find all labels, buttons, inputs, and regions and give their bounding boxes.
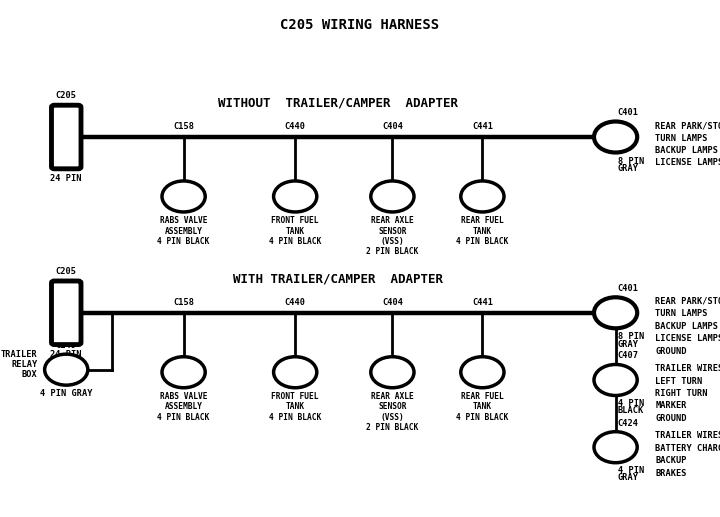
Text: BACKUP LAMPS: BACKUP LAMPS (655, 146, 719, 155)
Text: C440: C440 (284, 298, 306, 307)
Text: C424: C424 (618, 419, 639, 428)
Text: C158: C158 (173, 122, 194, 131)
FancyBboxPatch shape (52, 281, 81, 344)
Text: C441: C441 (472, 122, 493, 131)
Text: TURN LAMPS: TURN LAMPS (655, 133, 708, 143)
Text: GRAY: GRAY (618, 473, 639, 482)
Text: C149: C149 (55, 341, 77, 350)
Circle shape (371, 181, 414, 212)
Circle shape (594, 364, 637, 396)
Text: 8 PIN: 8 PIN (618, 332, 644, 341)
Text: GRAY: GRAY (618, 340, 639, 348)
Text: REAR AXLE
SENSOR
(VSS)
2 PIN BLACK: REAR AXLE SENSOR (VSS) 2 PIN BLACK (366, 392, 418, 432)
Text: RABS VALVE
ASSEMBLY
4 PIN BLACK: RABS VALVE ASSEMBLY 4 PIN BLACK (158, 216, 210, 246)
Text: C205: C205 (55, 91, 77, 100)
Text: FRONT FUEL
TANK
4 PIN BLACK: FRONT FUEL TANK 4 PIN BLACK (269, 216, 321, 246)
Circle shape (162, 357, 205, 388)
Circle shape (274, 357, 317, 388)
Text: TRAILER WIRES: TRAILER WIRES (655, 364, 720, 373)
Text: TURN LAMPS: TURN LAMPS (655, 309, 708, 318)
Circle shape (461, 357, 504, 388)
Text: TRAILER WIRES: TRAILER WIRES (655, 431, 720, 440)
Text: TRAILER
RELAY
BOX: TRAILER RELAY BOX (1, 349, 37, 379)
Text: RABS VALVE
ASSEMBLY
4 PIN BLACK: RABS VALVE ASSEMBLY 4 PIN BLACK (158, 392, 210, 422)
Text: C440: C440 (284, 122, 306, 131)
Text: REAR AXLE
SENSOR
(VSS)
2 PIN BLACK: REAR AXLE SENSOR (VSS) 2 PIN BLACK (366, 216, 418, 256)
Text: WITHOUT  TRAILER/CAMPER  ADAPTER: WITHOUT TRAILER/CAMPER ADAPTER (218, 97, 459, 110)
Text: 4 PIN: 4 PIN (618, 466, 644, 475)
Text: 24 PIN: 24 PIN (50, 350, 82, 359)
Text: MARKER: MARKER (655, 401, 687, 410)
Circle shape (371, 357, 414, 388)
Text: WITH TRAILER/CAMPER  ADAPTER: WITH TRAILER/CAMPER ADAPTER (233, 272, 444, 286)
Text: C401: C401 (618, 284, 639, 293)
Text: REAR PARK/STOP: REAR PARK/STOP (655, 121, 720, 130)
Text: GROUND: GROUND (655, 414, 687, 423)
FancyBboxPatch shape (52, 105, 81, 169)
Circle shape (594, 297, 637, 328)
Text: LEFT TURN: LEFT TURN (655, 376, 703, 386)
Text: FRONT FUEL
TANK
4 PIN BLACK: FRONT FUEL TANK 4 PIN BLACK (269, 392, 321, 422)
Text: C401: C401 (618, 109, 639, 117)
Text: BACKUP: BACKUP (655, 456, 687, 465)
Text: C158: C158 (173, 298, 194, 307)
Text: C404: C404 (382, 122, 403, 131)
Text: BACKUP LAMPS: BACKUP LAMPS (655, 322, 719, 331)
Text: BLACK: BLACK (618, 406, 644, 415)
Circle shape (461, 181, 504, 212)
Text: C205: C205 (55, 267, 77, 276)
Text: 8 PIN: 8 PIN (618, 157, 644, 165)
Text: REAR FUEL
TANK
4 PIN BLACK: REAR FUEL TANK 4 PIN BLACK (456, 392, 508, 422)
Text: C407: C407 (618, 352, 639, 360)
Text: RIGHT TURN: RIGHT TURN (655, 389, 708, 398)
Circle shape (45, 354, 88, 385)
Circle shape (594, 121, 637, 153)
Text: GRAY: GRAY (618, 164, 639, 173)
Text: LICENSE LAMPS: LICENSE LAMPS (655, 158, 720, 168)
Text: 24 PIN: 24 PIN (50, 174, 82, 183)
Text: BRAKES: BRAKES (655, 468, 687, 478)
Text: BATTERY CHARGE: BATTERY CHARGE (655, 444, 720, 453)
Text: REAR PARK/STOP: REAR PARK/STOP (655, 297, 720, 306)
Text: LICENSE LAMPS: LICENSE LAMPS (655, 334, 720, 343)
Text: 4 PIN GRAY: 4 PIN GRAY (40, 389, 92, 398)
Text: C404: C404 (382, 298, 403, 307)
Circle shape (274, 181, 317, 212)
Text: GROUND: GROUND (655, 346, 687, 356)
Text: REAR FUEL
TANK
4 PIN BLACK: REAR FUEL TANK 4 PIN BLACK (456, 216, 508, 246)
Text: C205 WIRING HARNESS: C205 WIRING HARNESS (280, 18, 440, 32)
Text: 4 PIN: 4 PIN (618, 399, 644, 407)
Circle shape (162, 181, 205, 212)
Text: C441: C441 (472, 298, 493, 307)
Circle shape (594, 432, 637, 463)
